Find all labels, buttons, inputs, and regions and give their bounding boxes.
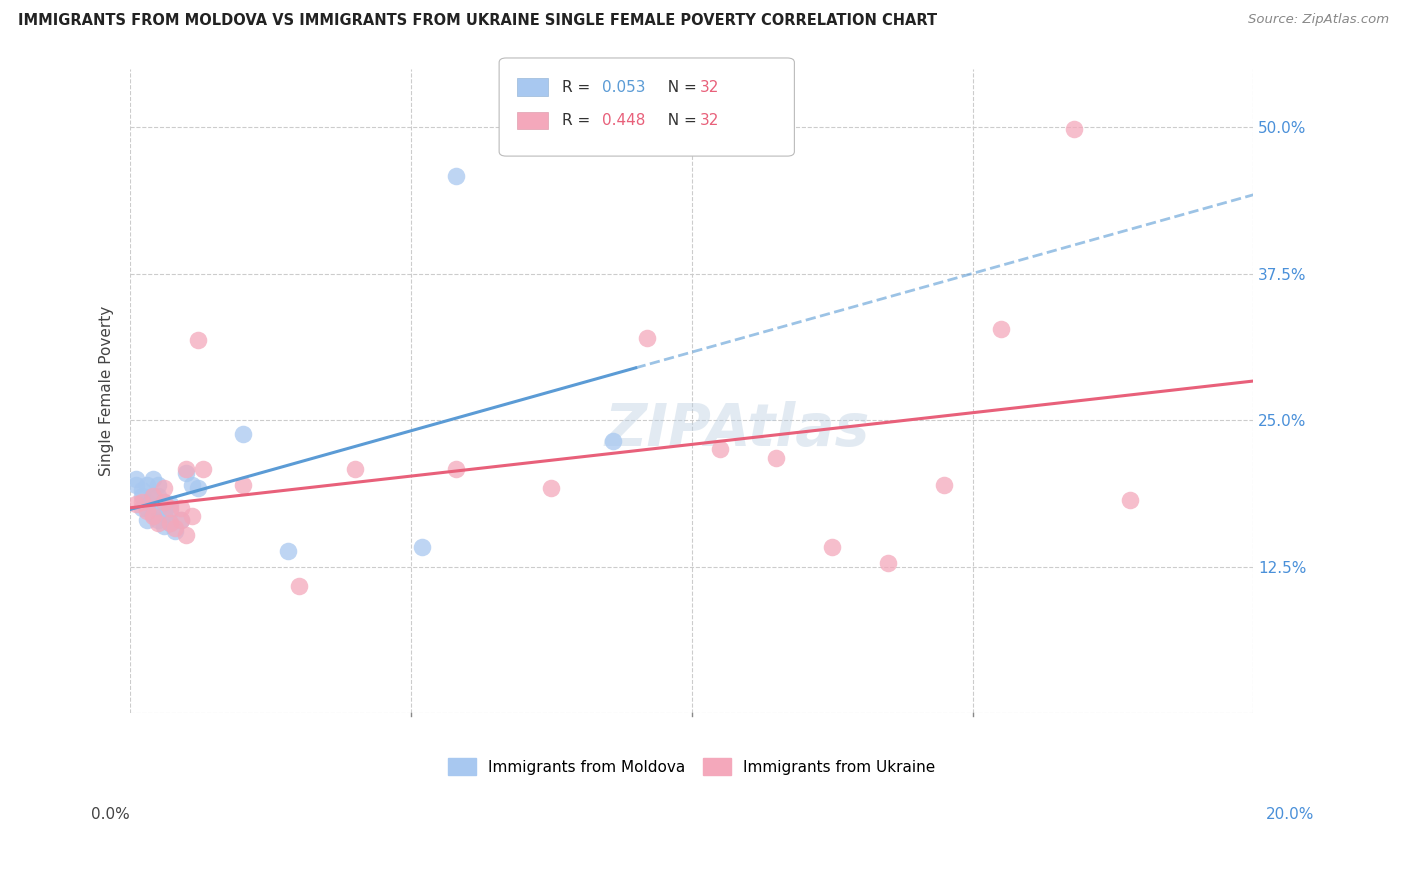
Point <box>148 516 170 531</box>
Point <box>142 472 165 486</box>
Point <box>142 507 165 521</box>
Point <box>187 334 209 348</box>
Point <box>131 483 153 498</box>
Point <box>411 540 433 554</box>
Point <box>142 489 165 503</box>
Point <box>176 528 198 542</box>
Text: N =: N = <box>658 80 702 95</box>
Text: R =: R = <box>562 80 596 95</box>
Point <box>148 500 170 515</box>
Point <box>165 521 187 535</box>
Text: N =: N = <box>658 113 702 128</box>
Point <box>1063 122 1085 136</box>
Point <box>176 466 198 480</box>
Point <box>934 477 956 491</box>
Point <box>142 509 165 524</box>
Point <box>444 462 467 476</box>
Point <box>232 427 254 442</box>
Point <box>877 556 900 570</box>
Point <box>159 500 181 515</box>
Text: R =: R = <box>562 113 596 128</box>
Point <box>136 495 159 509</box>
Point <box>170 500 193 515</box>
Point <box>709 442 731 457</box>
Point <box>159 516 181 531</box>
Text: 32: 32 <box>700 80 720 95</box>
Text: 20.0%: 20.0% <box>1267 807 1315 822</box>
Point <box>165 524 187 539</box>
Y-axis label: Single Female Poverty: Single Female Poverty <box>100 306 114 476</box>
Point <box>153 518 176 533</box>
Text: 0.448: 0.448 <box>602 113 645 128</box>
Point <box>1119 492 1142 507</box>
Point <box>125 472 148 486</box>
Point <box>170 513 193 527</box>
Legend: Immigrants from Moldova, Immigrants from Ukraine: Immigrants from Moldova, Immigrants from… <box>440 751 943 782</box>
Point <box>159 516 181 531</box>
Point <box>125 498 148 512</box>
Point <box>540 481 562 495</box>
Point <box>990 321 1012 335</box>
Point <box>136 513 159 527</box>
Point <box>148 489 170 503</box>
Point <box>181 477 204 491</box>
Point <box>444 169 467 184</box>
Text: 0.053: 0.053 <box>602 80 645 95</box>
Text: IMMIGRANTS FROM MOLDOVA VS IMMIGRANTS FROM UKRAINE SINGLE FEMALE POVERTY CORRELA: IMMIGRANTS FROM MOLDOVA VS IMMIGRANTS FR… <box>18 13 938 29</box>
Point <box>187 481 209 495</box>
Point <box>136 504 159 518</box>
Point <box>142 489 165 503</box>
Point <box>159 504 181 518</box>
Text: ZIPAtlas: ZIPAtlas <box>605 401 869 458</box>
Point <box>131 489 153 503</box>
Point <box>153 495 176 509</box>
Point <box>148 477 170 491</box>
Point <box>170 513 193 527</box>
Point <box>176 462 198 476</box>
Point <box>159 498 181 512</box>
Point <box>153 481 176 495</box>
Point <box>821 540 844 554</box>
Point <box>148 513 170 527</box>
Point <box>232 477 254 491</box>
Point <box>153 495 176 509</box>
Point <box>136 477 159 491</box>
Point <box>193 462 215 476</box>
Point <box>136 500 159 515</box>
Point <box>277 544 299 558</box>
Text: Source: ZipAtlas.com: Source: ZipAtlas.com <box>1249 13 1389 27</box>
Text: 0.0%: 0.0% <box>91 807 131 822</box>
Point <box>131 500 153 515</box>
Point <box>602 434 624 449</box>
Point <box>181 509 204 524</box>
Point <box>131 495 153 509</box>
Point <box>153 507 176 521</box>
Text: 32: 32 <box>700 113 720 128</box>
Point <box>287 579 309 593</box>
Point <box>125 477 148 491</box>
Point <box>765 450 787 465</box>
Point <box>343 462 366 476</box>
Point <box>636 331 658 345</box>
